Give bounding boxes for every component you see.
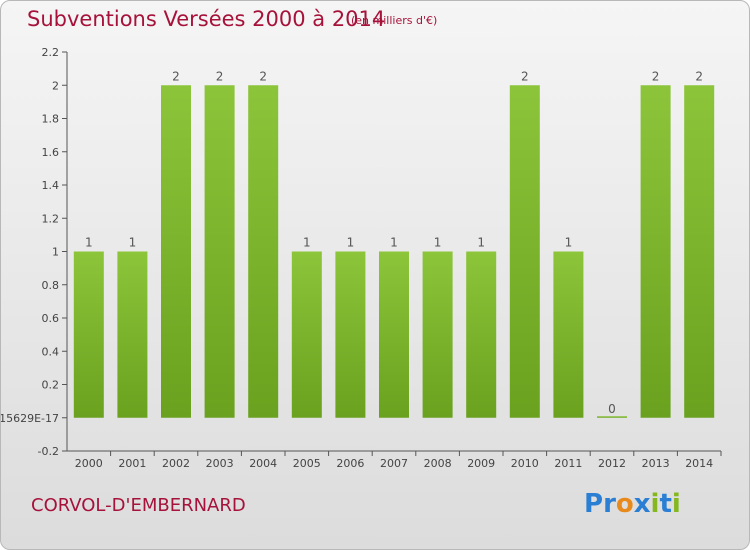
commune-name: CORVOL-D'EMBERNARD bbox=[31, 495, 246, 516]
x-tick-label: 2001 bbox=[118, 457, 146, 470]
x-tick-label: 2000 bbox=[75, 457, 103, 470]
y-tick-label: -15629E-17 bbox=[1, 412, 59, 425]
bar-value-label: 2 bbox=[695, 69, 703, 83]
x-tick-label: 2013 bbox=[642, 457, 670, 470]
bar-2013 bbox=[640, 85, 671, 418]
bar-2011 bbox=[553, 251, 584, 418]
y-tick-label: 0.8 bbox=[42, 279, 60, 292]
chart-subtitle: (en milliers d'€) bbox=[351, 14, 438, 27]
x-tick-label: 2002 bbox=[162, 457, 190, 470]
bar-2010 bbox=[509, 85, 540, 418]
y-tick-label: 0.4 bbox=[42, 345, 60, 358]
bar-2012 bbox=[597, 416, 627, 418]
bar-value-label: 0 bbox=[608, 402, 616, 416]
x-tick-label: 2006 bbox=[336, 457, 364, 470]
x-tick-label: 2010 bbox=[511, 457, 539, 470]
x-tick-label: 2008 bbox=[424, 457, 452, 470]
bar-2007 bbox=[379, 251, 409, 418]
bar-value-label: 1 bbox=[347, 236, 355, 250]
bar-2009 bbox=[466, 251, 497, 418]
bar-value-label: 1 bbox=[303, 236, 311, 250]
bar-2004 bbox=[248, 85, 279, 418]
chart-title: Subventions Versées 2000 à 2014 bbox=[27, 7, 386, 31]
bar-2002 bbox=[161, 85, 191, 418]
x-tick-label: 2007 bbox=[380, 457, 408, 470]
x-tick-label: 2012 bbox=[598, 457, 626, 470]
logo-letter: i bbox=[650, 489, 660, 519]
bar-value-label: 2 bbox=[259, 69, 267, 83]
bar-2008 bbox=[422, 251, 453, 418]
x-tick-label: 2005 bbox=[293, 457, 321, 470]
y-tick-label: 1.8 bbox=[42, 113, 60, 126]
bar-value-label: 2 bbox=[521, 69, 529, 83]
y-tick-label: -0.2 bbox=[38, 445, 59, 458]
bar-2006 bbox=[335, 251, 366, 418]
bar-2000 bbox=[73, 251, 104, 418]
y-tick-label: 2 bbox=[52, 79, 59, 92]
y-tick-label: 1.2 bbox=[42, 212, 60, 225]
logo-letter: o bbox=[615, 489, 634, 519]
bar-value-label: 1 bbox=[390, 236, 398, 250]
x-tick-label: 2011 bbox=[554, 457, 582, 470]
logo-letter: P bbox=[584, 489, 604, 519]
logo-letter: x bbox=[633, 489, 651, 519]
logo-letter: r bbox=[603, 489, 616, 519]
y-tick-label: 0.6 bbox=[42, 312, 60, 325]
bar-value-label: 2 bbox=[172, 69, 180, 83]
bar-value-label: 2 bbox=[652, 69, 660, 83]
x-tick-label: 2004 bbox=[249, 457, 277, 470]
bar-value-label: 1 bbox=[129, 236, 137, 250]
proxiti-logo: Proxiti bbox=[584, 489, 681, 519]
logo-letter: t bbox=[659, 489, 672, 519]
bar-value-label: 1 bbox=[434, 236, 442, 250]
bar-value-label: 2 bbox=[216, 69, 224, 83]
y-tick-label: 0.2 bbox=[42, 379, 60, 392]
bar-value-label: 1 bbox=[565, 236, 573, 250]
bar-2005 bbox=[291, 251, 322, 418]
x-tick-label: 2003 bbox=[206, 457, 234, 470]
y-tick-label: 1.4 bbox=[42, 179, 60, 192]
y-tick-label: 1.6 bbox=[42, 146, 60, 159]
bar-2001 bbox=[117, 251, 148, 418]
y-tick-label: 1 bbox=[52, 246, 59, 259]
bar-value-label: 1 bbox=[477, 236, 485, 250]
bar-2014 bbox=[684, 85, 715, 418]
logo-letter: i bbox=[671, 489, 681, 519]
x-tick-label: 2009 bbox=[467, 457, 495, 470]
x-tick-label: 2014 bbox=[685, 457, 713, 470]
bar-2003 bbox=[204, 85, 235, 418]
bar-value-label: 1 bbox=[85, 236, 93, 250]
y-tick-label: 2.2 bbox=[42, 46, 60, 59]
